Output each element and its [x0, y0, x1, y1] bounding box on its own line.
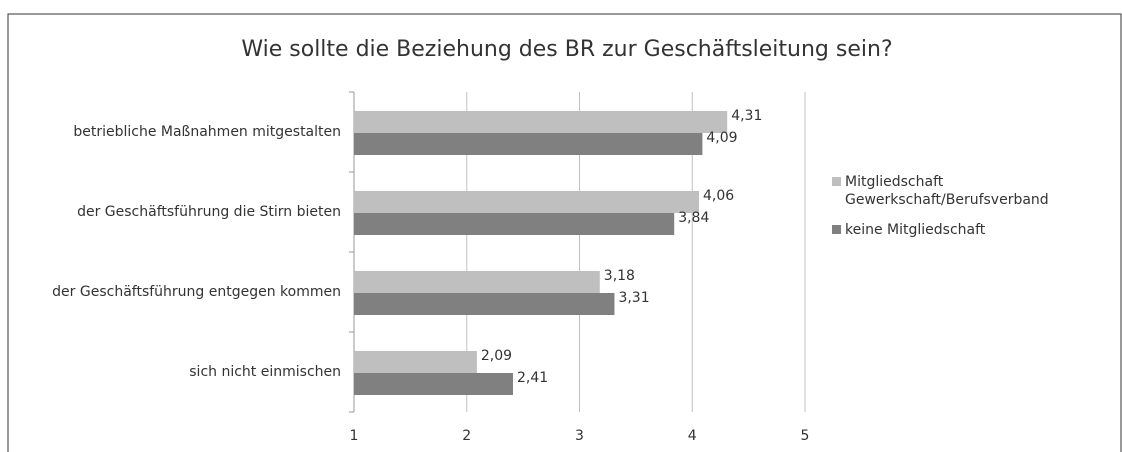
data-label: 4,31 [731, 108, 762, 124]
bar [354, 133, 703, 155]
bar [354, 213, 675, 235]
x-tick-label: 4 [688, 428, 697, 444]
data-label: 4,09 [706, 130, 737, 146]
bar [354, 373, 513, 395]
y-tick-label: sich nicht einmischen [189, 364, 341, 380]
bar [354, 293, 615, 315]
x-tick-label: 3 [575, 428, 584, 444]
x-tick-label: 5 [801, 428, 810, 444]
data-label: 2,09 [481, 348, 512, 364]
y-tick-label: der Geschäftsführung die Stirn bieten [77, 204, 341, 220]
bar [354, 351, 477, 373]
data-label: 3,18 [604, 268, 635, 284]
legend-swatch [832, 177, 841, 186]
data-label: 3,84 [678, 210, 709, 226]
legend-entry: keine Mitgliedschaft [832, 221, 1082, 239]
chart-title: Wie sollte die Beziehung des BR zur Gesc… [241, 37, 892, 62]
data-label: 3,31 [618, 290, 649, 306]
bar [354, 111, 728, 133]
legend-label: Mitgliedschaft Gewerkschaft/Berufsverban… [845, 174, 1049, 208]
frame [7, 13, 1122, 452]
y-tick-label: der Geschäftsführung entgegen kommen [52, 284, 341, 300]
x-tick-label: 2 [462, 428, 471, 444]
bar [354, 271, 600, 293]
bar [354, 191, 700, 213]
x-tick-label: 1 [350, 428, 359, 444]
data-label: 2,41 [517, 370, 548, 386]
data-label: 4,06 [703, 188, 734, 204]
y-tick-label: betriebliche Maßnahmen mitgestalten [73, 124, 341, 140]
legend-label: keine Mitgliedschaft [845, 222, 986, 238]
legend-entry: Mitgliedschaft Gewerkschaft/Berufsverban… [832, 173, 1082, 209]
legend-swatch [832, 225, 841, 234]
